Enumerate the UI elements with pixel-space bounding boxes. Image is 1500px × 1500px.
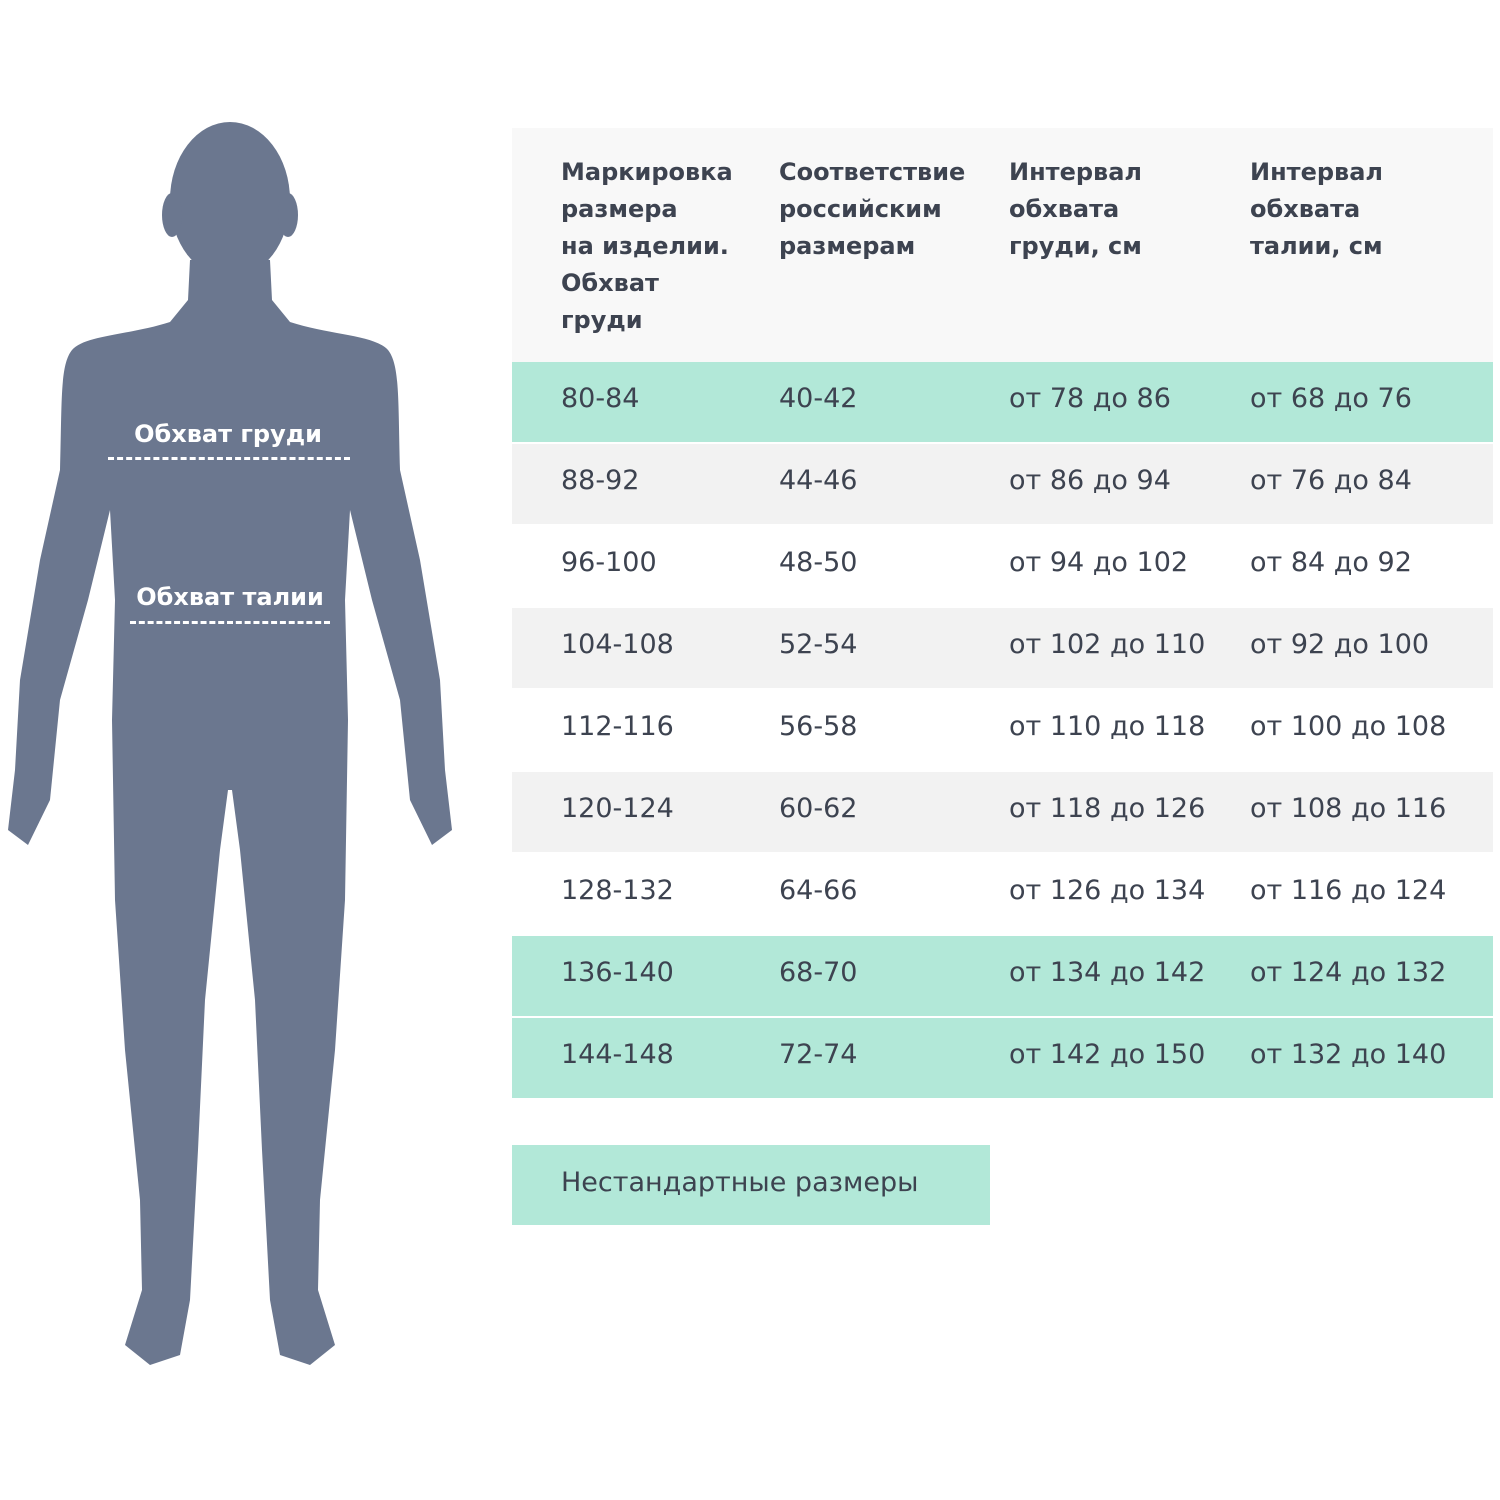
cell-size-marking: 96-100 bbox=[561, 547, 657, 578]
cell-size-marking: 128-132 bbox=[561, 875, 674, 906]
table-row: 104-108 52-54 от 102 до 110 от 92 до 100 bbox=[512, 606, 1493, 688]
table-header: Маркировка размера на изделии. Обхват гр… bbox=[512, 128, 1493, 360]
cell-waist-range: от 108 до 116 bbox=[1250, 793, 1447, 824]
cell-russian-size: 68-70 bbox=[779, 957, 858, 988]
table-row: 96-100 48-50 от 94 до 102 от 84 до 92 bbox=[512, 524, 1493, 606]
right-ear bbox=[278, 193, 298, 237]
size-table: Маркировка размера на изделии. Обхват гр… bbox=[512, 128, 1493, 1098]
table-row: 80-84 40-42 от 78 до 86 от 68 до 76 bbox=[512, 360, 1493, 442]
cell-waist-range: от 68 до 76 bbox=[1250, 383, 1412, 414]
table-row: 136-140 68-70 от 134 до 142 от 124 до 132 bbox=[512, 934, 1493, 1016]
cell-waist-range: от 100 до 108 bbox=[1250, 711, 1447, 742]
chest-dashed-line bbox=[108, 457, 350, 460]
waist-dashed-line bbox=[130, 621, 330, 624]
table-row: 128-132 64-66 от 126 до 134 от 116 до 124 bbox=[512, 852, 1493, 934]
cell-chest-range: от 134 до 142 bbox=[1009, 957, 1206, 988]
cell-chest-range: от 94 до 102 bbox=[1009, 547, 1189, 578]
cell-chest-range: от 78 до 86 bbox=[1009, 383, 1171, 414]
cell-waist-range: от 132 до 140 bbox=[1250, 1039, 1447, 1070]
cell-chest-range: от 118 до 126 bbox=[1009, 793, 1206, 824]
cell-waist-range: от 116 до 124 bbox=[1250, 875, 1447, 906]
cell-size-marking: 112-116 bbox=[561, 711, 674, 742]
cell-chest-range: от 86 до 94 bbox=[1009, 465, 1171, 496]
header-size-marking: Маркировка размера на изделии. Обхват гр… bbox=[561, 158, 733, 334]
head-shape bbox=[170, 122, 290, 278]
cell-waist-range: от 92 до 100 bbox=[1250, 629, 1430, 660]
header-waist-range: Интервал обхвата талии, см bbox=[1250, 158, 1383, 260]
left-ear bbox=[162, 193, 182, 237]
nonstandard-sizes-label: Нестандартные размеры bbox=[561, 1167, 919, 1198]
cell-waist-range: от 76 до 84 bbox=[1250, 465, 1412, 496]
cell-chest-range: от 110 до 118 bbox=[1009, 711, 1206, 742]
table-row: 112-116 56-58 от 110 до 118 от 100 до 108 bbox=[512, 688, 1493, 770]
cell-russian-size: 64-66 bbox=[779, 875, 858, 906]
body-silhouette bbox=[8, 122, 452, 1365]
cell-russian-size: 60-62 bbox=[779, 793, 858, 824]
cell-size-marking: 144-148 bbox=[561, 1039, 674, 1070]
cell-size-marking: 136-140 bbox=[561, 957, 674, 988]
waist-label: Обхват талии bbox=[136, 583, 324, 611]
cell-russian-size: 52-54 bbox=[779, 629, 858, 660]
cell-russian-size: 40-42 bbox=[779, 383, 858, 414]
table-row: 120-124 60-62 от 118 до 126 от 108 до 116 bbox=[512, 770, 1493, 852]
cell-size-marking: 120-124 bbox=[561, 793, 674, 824]
nonstandard-sizes-button[interactable]: Нестандартные размеры bbox=[512, 1145, 990, 1225]
cell-russian-size: 44-46 bbox=[779, 465, 858, 496]
table-row: 88-92 44-46 от 86 до 94 от 76 до 84 bbox=[512, 442, 1493, 524]
table-row: 144-148 72-74 от 142 до 150 от 132 до 140 bbox=[512, 1016, 1493, 1098]
cell-russian-size: 56-58 bbox=[779, 711, 858, 742]
cell-russian-size: 72-74 bbox=[779, 1039, 858, 1070]
cell-waist-range: от 84 до 92 bbox=[1250, 547, 1412, 578]
cell-chest-range: от 102 до 110 bbox=[1009, 629, 1206, 660]
header-russian-size: Соответствие российским размерам bbox=[779, 158, 966, 260]
cell-chest-range: от 126 до 134 bbox=[1009, 875, 1206, 906]
cell-waist-range: от 124 до 132 bbox=[1250, 957, 1447, 988]
cell-size-marking: 80-84 bbox=[561, 383, 640, 414]
header-chest-range: Интервал обхвата груди, см bbox=[1009, 158, 1142, 260]
cell-size-marking: 88-92 bbox=[561, 465, 640, 496]
cell-chest-range: от 142 до 150 bbox=[1009, 1039, 1206, 1070]
cell-size-marking: 104-108 bbox=[561, 629, 674, 660]
body-shape bbox=[8, 260, 452, 1365]
chest-label: Обхват груди bbox=[134, 420, 322, 448]
cell-russian-size: 48-50 bbox=[779, 547, 858, 578]
